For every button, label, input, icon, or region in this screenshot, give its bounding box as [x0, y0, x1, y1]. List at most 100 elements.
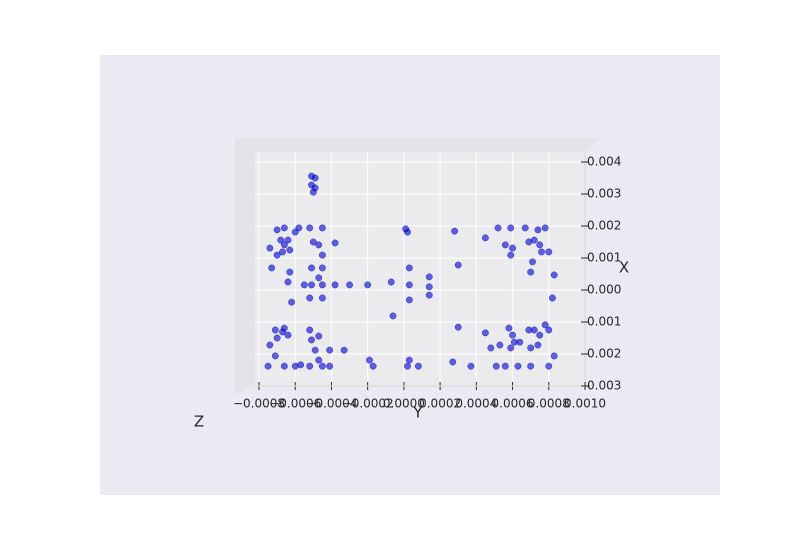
point — [494, 224, 502, 232]
point — [545, 326, 553, 334]
point — [273, 334, 281, 342]
point — [340, 346, 348, 354]
point — [509, 331, 517, 339]
point — [271, 352, 279, 360]
point — [308, 264, 315, 272]
point — [318, 281, 326, 289]
point — [530, 326, 538, 334]
point — [273, 251, 281, 259]
point — [405, 356, 413, 364]
point — [268, 264, 276, 272]
point — [288, 298, 296, 306]
point — [514, 362, 522, 370]
point — [541, 321, 549, 329]
point — [530, 236, 538, 244]
point — [280, 362, 288, 370]
point — [507, 344, 515, 352]
point — [404, 362, 411, 370]
point — [326, 362, 334, 370]
point — [315, 332, 323, 340]
point — [284, 278, 292, 286]
x-tick-label: 0.0000 — [383, 397, 425, 411]
x-tick-label: 0.0002 — [419, 397, 461, 411]
point — [505, 324, 513, 332]
y-tick-label: 0.001 — [587, 315, 621, 329]
point — [454, 323, 462, 331]
point — [315, 274, 323, 282]
point — [280, 224, 288, 232]
point — [509, 244, 517, 252]
point — [527, 344, 535, 352]
point — [279, 248, 286, 256]
x-axis-label: Y — [412, 404, 423, 422]
point — [308, 336, 315, 344]
point — [527, 268, 535, 276]
point — [306, 326, 314, 334]
point — [496, 341, 504, 349]
point — [389, 312, 397, 320]
point — [507, 251, 515, 259]
point — [425, 273, 433, 281]
point — [425, 291, 433, 299]
y-axis-label: X — [619, 259, 629, 277]
point — [548, 294, 556, 302]
point — [311, 174, 319, 182]
point — [315, 356, 323, 364]
point — [501, 241, 509, 249]
point — [541, 224, 549, 232]
point — [534, 226, 542, 234]
x-tick-label: −0.0002 — [342, 397, 394, 411]
point — [405, 281, 413, 289]
x-tick-label: −0.0008 — [233, 397, 285, 411]
point — [492, 362, 500, 370]
x-tick-label: 0.0004 — [455, 397, 497, 411]
y-tick-label: 0.001 — [587, 251, 621, 265]
point — [405, 296, 413, 304]
point — [331, 239, 339, 247]
point — [364, 281, 372, 289]
point — [273, 226, 281, 234]
point — [501, 362, 509, 370]
point — [414, 362, 422, 370]
point — [308, 281, 315, 289]
point — [346, 281, 354, 289]
point — [309, 188, 317, 196]
point — [266, 341, 274, 349]
x-tick-label: 0.0006 — [492, 397, 534, 411]
point — [280, 241, 288, 249]
point — [266, 244, 274, 252]
point — [451, 227, 459, 235]
point — [318, 264, 326, 272]
point — [521, 224, 529, 232]
point — [481, 234, 489, 242]
point — [286, 246, 294, 254]
point — [306, 224, 314, 232]
point — [550, 352, 558, 360]
point — [405, 264, 413, 272]
point — [550, 271, 558, 279]
point — [454, 261, 462, 269]
point — [306, 362, 314, 370]
point — [271, 326, 279, 334]
point — [467, 362, 475, 370]
point — [309, 238, 317, 246]
point — [295, 224, 303, 232]
point — [300, 281, 308, 289]
point — [545, 248, 553, 256]
point — [516, 338, 524, 346]
point — [315, 241, 323, 249]
point — [538, 248, 545, 256]
point — [527, 362, 535, 370]
y-tick-label: 0.002 — [587, 219, 621, 233]
point — [534, 341, 542, 349]
point — [277, 236, 285, 244]
point — [318, 294, 326, 302]
y-tick-label: 0.002 — [587, 347, 621, 361]
point — [306, 294, 314, 302]
point — [487, 344, 495, 352]
y-tick-label: 0.003 — [587, 379, 621, 393]
point — [318, 362, 326, 370]
point — [481, 329, 489, 337]
point — [545, 362, 553, 370]
